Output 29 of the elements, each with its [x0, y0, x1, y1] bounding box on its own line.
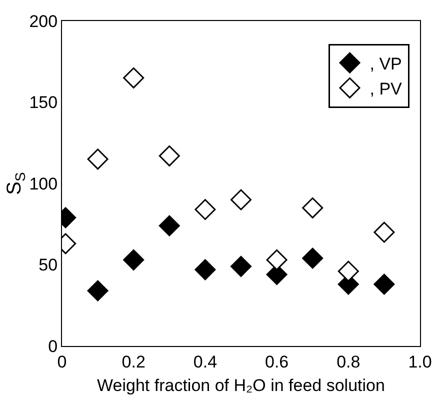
point: [194, 199, 216, 220]
point: [123, 67, 144, 88]
point: [158, 215, 180, 236]
point: [194, 259, 216, 280]
point: [302, 197, 324, 218]
x-tick-label: 0.8: [336, 352, 360, 372]
point: [230, 256, 252, 277]
x-axis-title: Weight fraction of H₂O in feed solution: [97, 376, 385, 395]
legend-label: , VP: [370, 54, 402, 74]
point: [123, 249, 144, 270]
point: [158, 145, 180, 166]
point: [87, 280, 108, 302]
y-tick-label: 50: [38, 256, 58, 275]
point: [302, 248, 324, 269]
y-tick-label: 150: [29, 93, 58, 112]
point: [87, 148, 108, 170]
x-tick-label: 0.4: [193, 352, 218, 372]
y-tick-label: 100: [29, 174, 58, 194]
point: [338, 260, 359, 282]
x-tick-label: 0.6: [264, 352, 289, 372]
x-tick-label: 0.2: [122, 352, 146, 372]
y-tick-label: 0: [48, 336, 58, 356]
point: [230, 189, 252, 210]
y-tick-label: 200: [29, 12, 58, 31]
legend-label: , PV: [370, 80, 403, 99]
point: [374, 274, 395, 295]
x-tick-label: 1.0: [408, 352, 432, 372]
point: [374, 222, 395, 243]
point: [266, 249, 288, 270]
